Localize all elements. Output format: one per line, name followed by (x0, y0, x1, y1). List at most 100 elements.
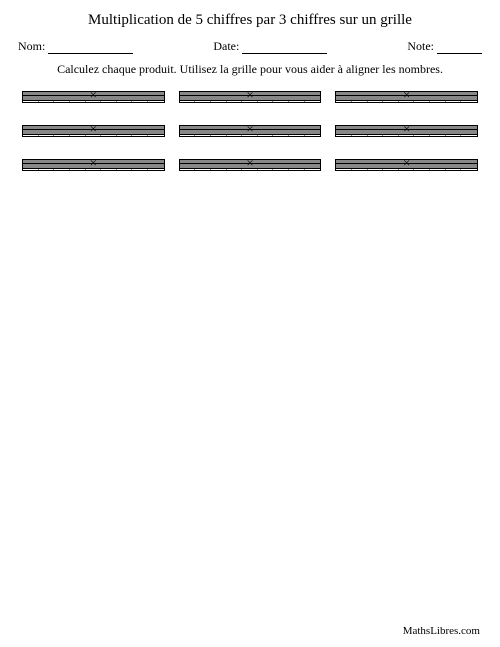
grid-cell (227, 169, 243, 170)
problems-container: ××××××××× (18, 91, 482, 171)
note-label: Note: (407, 39, 434, 54)
note-field: Note: (407, 39, 482, 54)
grid-cell (305, 135, 321, 136)
grid-cell (54, 101, 70, 102)
grid-cell (211, 135, 227, 136)
name-input-line[interactable] (48, 42, 133, 54)
heavy-rule (22, 168, 165, 169)
grid-cell (132, 101, 148, 102)
grid-cell (289, 135, 305, 136)
heavy-rule (335, 129, 478, 130)
grid-cell (180, 169, 196, 170)
grid-cell (227, 135, 243, 136)
grid-cell (242, 135, 258, 136)
date-label: Date: (213, 39, 239, 54)
heavy-rule (335, 168, 478, 169)
grid-cell (461, 169, 477, 170)
grid-cell (54, 169, 70, 170)
name-field: Nom: (18, 39, 133, 54)
grid-cell (54, 135, 70, 136)
grid-cell (39, 101, 55, 102)
date-input-line[interactable] (242, 42, 327, 54)
grid-cell (148, 101, 164, 102)
grid-cell (101, 135, 117, 136)
grid-cell (352, 135, 368, 136)
multiplication-grid: × (335, 159, 478, 171)
grid-cell (352, 169, 368, 170)
grid-cell (305, 101, 321, 102)
heavy-rule (22, 163, 165, 164)
grid-cell (195, 101, 211, 102)
grid-cell (446, 135, 462, 136)
grid-cell (258, 101, 274, 102)
grid-cell (446, 101, 462, 102)
grid-cell (180, 135, 196, 136)
grid-cell (305, 169, 321, 170)
grid-cell (86, 169, 102, 170)
grid-cell (273, 169, 289, 170)
grid-cell (399, 169, 415, 170)
grid-cell (383, 101, 399, 102)
grid-cell (368, 135, 384, 136)
grid-cell (383, 169, 399, 170)
grid-cell (23, 101, 39, 102)
grid-cell (39, 169, 55, 170)
date-field: Date: (213, 39, 327, 54)
grid-cell (132, 169, 148, 170)
heavy-rule (335, 163, 478, 164)
grid-cell (117, 169, 133, 170)
grid-cell (414, 135, 430, 136)
grid-cell (414, 101, 430, 102)
grid-cell (289, 169, 305, 170)
grid-cell (414, 169, 430, 170)
multiplication-grid: × (179, 91, 322, 103)
multiplication-grid: × (335, 125, 478, 137)
multiplication-grid: × (22, 125, 165, 137)
grid-cell (430, 135, 446, 136)
grid-cell (211, 169, 227, 170)
grid-cell (117, 101, 133, 102)
grid-cell (180, 101, 196, 102)
heavy-rule (22, 100, 165, 101)
grid-cell (117, 135, 133, 136)
grid-cell (39, 135, 55, 136)
header-fields: Nom: Date: Note: (18, 39, 482, 54)
multiplication-grid: × (22, 91, 165, 103)
grid-cell (430, 169, 446, 170)
grid-cell (399, 135, 415, 136)
heavy-rule (179, 168, 322, 169)
grid-cell (336, 135, 352, 136)
grid-cell (399, 101, 415, 102)
grid-cell (461, 101, 477, 102)
grid-cell (227, 101, 243, 102)
instructions-text: Calculez chaque produit. Utilisez la gri… (18, 62, 482, 77)
heavy-rule (335, 134, 478, 135)
page-title: Multiplication de 5 chiffres par 3 chiff… (18, 12, 482, 29)
note-input-line[interactable] (437, 42, 482, 54)
grid-cell (23, 169, 39, 170)
grid-cell (352, 101, 368, 102)
heavy-rule (335, 100, 478, 101)
grid-cell (195, 169, 211, 170)
heavy-rule (179, 129, 322, 130)
grid-cell (430, 101, 446, 102)
multiplication-grid: × (22, 159, 165, 171)
grid-cell (101, 169, 117, 170)
grid-cell (242, 169, 258, 170)
grid-cell (336, 101, 352, 102)
grid-cell (273, 101, 289, 102)
heavy-rule (22, 129, 165, 130)
grid-cell (258, 135, 274, 136)
grid-cell (368, 169, 384, 170)
heavy-rule (22, 134, 165, 135)
grid-cell (86, 101, 102, 102)
footer-credit: MathsLibres.com (403, 625, 480, 637)
grid-cell (148, 135, 164, 136)
heavy-rule (179, 95, 322, 96)
heavy-rule (179, 134, 322, 135)
grid-cell (70, 135, 86, 136)
grid-cell (195, 135, 211, 136)
grid-cell (86, 135, 102, 136)
heavy-rule (22, 95, 165, 96)
multiplication-grid: × (335, 91, 478, 103)
